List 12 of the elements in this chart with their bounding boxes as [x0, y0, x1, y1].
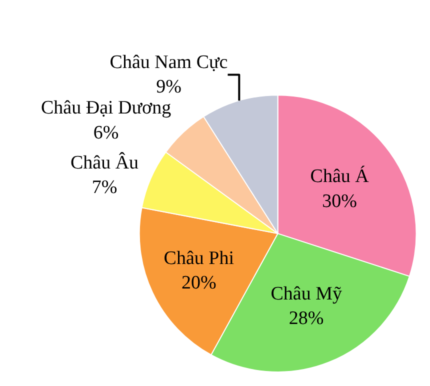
data-label: 30%	[322, 190, 358, 212]
data-label: 28%	[288, 308, 324, 330]
slice-label: Châu Âu	[70, 152, 140, 174]
slice-label: Châu Phi	[164, 248, 234, 269]
slice-label: Châu Đại Dương	[40, 98, 172, 119]
data-label: 6%	[93, 122, 119, 144]
data-label: 7%	[92, 177, 118, 198]
data-label: 9%	[156, 76, 182, 98]
slice-label: Châu Mỹ	[270, 283, 342, 304]
slice-label: Châu Á	[310, 165, 370, 188]
data-label: 20%	[181, 272, 216, 294]
slice-label: Châu Nam Cực	[110, 52, 228, 73]
